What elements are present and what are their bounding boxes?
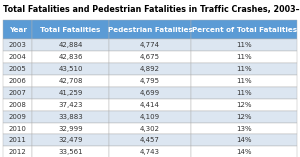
Bar bbox=[109, 39, 191, 51]
Text: 4,795: 4,795 bbox=[140, 78, 160, 84]
Bar bbox=[191, 87, 297, 99]
Bar bbox=[3, 39, 32, 51]
Text: 4,699: 4,699 bbox=[140, 90, 160, 96]
Text: 11%: 11% bbox=[236, 90, 252, 96]
Text: 4,743: 4,743 bbox=[140, 149, 160, 155]
Text: 42,708: 42,708 bbox=[58, 78, 83, 84]
Text: 2012: 2012 bbox=[9, 149, 27, 155]
Text: 4,774: 4,774 bbox=[140, 42, 160, 48]
Bar bbox=[3, 75, 32, 87]
Bar bbox=[109, 111, 191, 122]
Text: 2007: 2007 bbox=[9, 90, 27, 96]
Text: 42,884: 42,884 bbox=[58, 42, 83, 48]
Bar bbox=[191, 122, 297, 135]
Bar bbox=[191, 75, 297, 87]
Text: 2003: 2003 bbox=[9, 42, 27, 48]
Text: 2006: 2006 bbox=[9, 78, 27, 84]
Text: Total Fatalities and Pedestrian Fatalities in Traffic Crashes, 2003–2012: Total Fatalities and Pedestrian Fataliti… bbox=[3, 5, 300, 14]
Bar bbox=[3, 111, 32, 122]
Bar bbox=[109, 20, 191, 39]
Bar bbox=[32, 75, 109, 87]
Text: 33,561: 33,561 bbox=[58, 149, 83, 155]
Bar bbox=[191, 99, 297, 111]
Bar bbox=[109, 135, 191, 146]
Bar bbox=[109, 146, 191, 157]
Bar bbox=[32, 20, 109, 39]
Text: 42,836: 42,836 bbox=[58, 54, 83, 60]
Text: 14%: 14% bbox=[236, 138, 252, 143]
Bar bbox=[191, 146, 297, 157]
Bar bbox=[3, 51, 32, 63]
Text: 12%: 12% bbox=[236, 102, 252, 108]
Bar bbox=[191, 111, 297, 122]
Bar bbox=[191, 20, 297, 39]
Text: 11%: 11% bbox=[236, 66, 252, 72]
Text: Percent of Total Fatalities: Percent of Total Fatalities bbox=[191, 27, 297, 32]
Bar bbox=[109, 63, 191, 75]
Text: 33,883: 33,883 bbox=[58, 114, 83, 119]
Bar bbox=[32, 111, 109, 122]
Bar bbox=[109, 75, 191, 87]
Text: 4,457: 4,457 bbox=[140, 138, 160, 143]
Bar bbox=[191, 39, 297, 51]
Bar bbox=[3, 146, 32, 157]
Text: 13%: 13% bbox=[236, 125, 252, 132]
Text: 2010: 2010 bbox=[9, 125, 27, 132]
Text: 2005: 2005 bbox=[9, 66, 27, 72]
Bar bbox=[3, 63, 32, 75]
Bar bbox=[109, 99, 191, 111]
Text: 11%: 11% bbox=[236, 54, 252, 60]
Bar bbox=[3, 135, 32, 146]
Text: 43,510: 43,510 bbox=[58, 66, 83, 72]
Bar bbox=[3, 20, 32, 39]
Bar bbox=[191, 135, 297, 146]
Bar bbox=[32, 146, 109, 157]
Text: 11%: 11% bbox=[236, 42, 252, 48]
Text: Year: Year bbox=[9, 27, 27, 32]
Text: 14%: 14% bbox=[236, 149, 252, 155]
Text: 4,675: 4,675 bbox=[140, 54, 160, 60]
Bar bbox=[3, 99, 32, 111]
Bar bbox=[32, 87, 109, 99]
Text: 4,302: 4,302 bbox=[140, 125, 160, 132]
Text: 4,892: 4,892 bbox=[140, 66, 160, 72]
Text: 2008: 2008 bbox=[9, 102, 27, 108]
Text: 37,423: 37,423 bbox=[58, 102, 83, 108]
Text: 4,109: 4,109 bbox=[140, 114, 160, 119]
Text: Pedestrian Fatalities: Pedestrian Fatalities bbox=[108, 27, 192, 32]
Bar bbox=[109, 122, 191, 135]
Bar bbox=[32, 135, 109, 146]
Bar bbox=[191, 63, 297, 75]
Bar bbox=[32, 63, 109, 75]
Text: 4,414: 4,414 bbox=[140, 102, 160, 108]
Bar bbox=[32, 99, 109, 111]
Bar bbox=[3, 87, 32, 99]
Bar bbox=[32, 39, 109, 51]
Text: 2009: 2009 bbox=[9, 114, 27, 119]
Bar bbox=[3, 122, 32, 135]
Text: 32,479: 32,479 bbox=[58, 138, 83, 143]
Text: 2004: 2004 bbox=[9, 54, 27, 60]
Text: 11%: 11% bbox=[236, 78, 252, 84]
Bar bbox=[109, 87, 191, 99]
Text: 12%: 12% bbox=[236, 114, 252, 119]
Text: 2011: 2011 bbox=[9, 138, 27, 143]
Bar bbox=[32, 51, 109, 63]
Text: Total Fatalities: Total Fatalities bbox=[40, 27, 101, 32]
Bar bbox=[191, 51, 297, 63]
Text: 32,999: 32,999 bbox=[58, 125, 83, 132]
Text: 41,259: 41,259 bbox=[58, 90, 83, 96]
Bar bbox=[32, 122, 109, 135]
Bar bbox=[109, 51, 191, 63]
